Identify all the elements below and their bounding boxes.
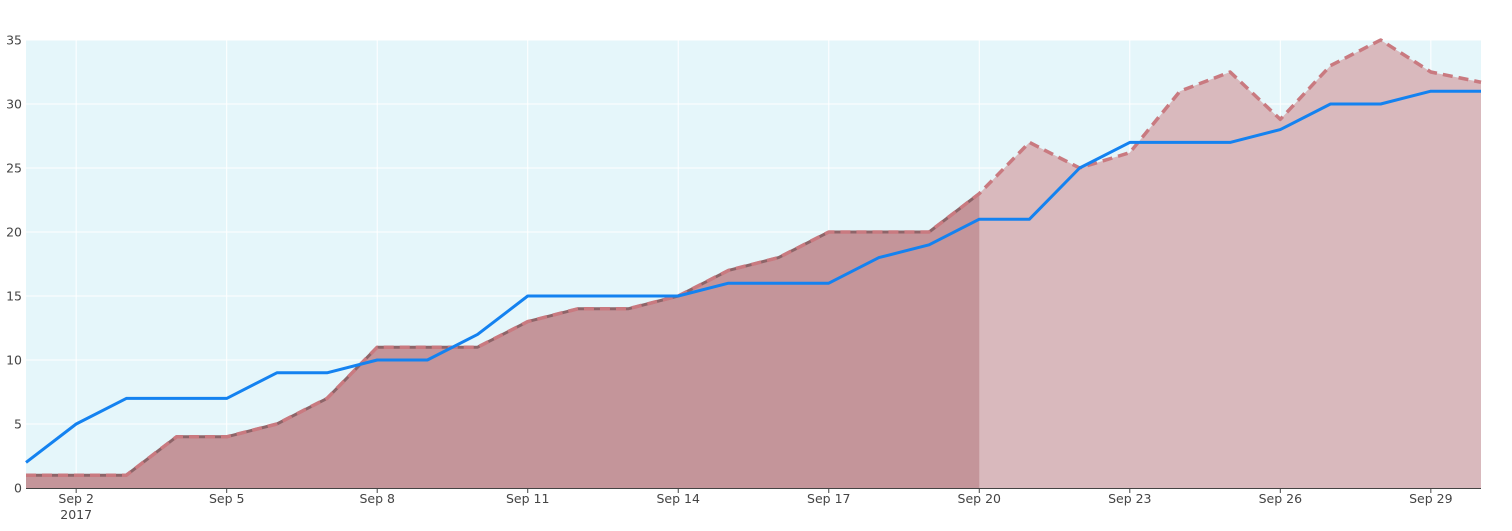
- y-tick-label: 15: [6, 289, 22, 304]
- y-tick-label: 30: [6, 97, 22, 112]
- x-tick-label: Sep 8: [359, 491, 395, 506]
- x-tick-year-label: 2017: [60, 507, 92, 522]
- x-tick-label: Sep 17: [807, 491, 850, 506]
- x-tick-label: Sep 5: [209, 491, 245, 506]
- blue-line: [25, 89, 1481, 464]
- y-tick-label: 25: [6, 161, 22, 176]
- x-tick-label: Sep 23: [1108, 491, 1151, 506]
- x-tick-label: Sep 26: [1259, 491, 1302, 506]
- forecast-line: [26, 38, 1482, 477]
- x-tick-label: Sep 14: [657, 491, 700, 506]
- x-tick-label: Sep 29: [1409, 491, 1452, 506]
- x-tick-label: Sep 2: [58, 491, 94, 506]
- y-tick-label: 10: [6, 353, 22, 368]
- forecast-dashed-line: [26, 38, 1482, 477]
- blue-series-line: [25, 89, 1481, 464]
- y-tick-label: 0: [14, 481, 22, 496]
- y-tick-label: 35: [6, 33, 22, 48]
- x-tick-label: Sep 20: [958, 491, 1001, 506]
- x-tick-label: Sep 11: [506, 491, 549, 506]
- y-tick-label: 5: [14, 417, 22, 432]
- y-tick-label: 20: [6, 225, 22, 240]
- y-axis: 0 5 10 15 20 25 30 35: [6, 33, 22, 496]
